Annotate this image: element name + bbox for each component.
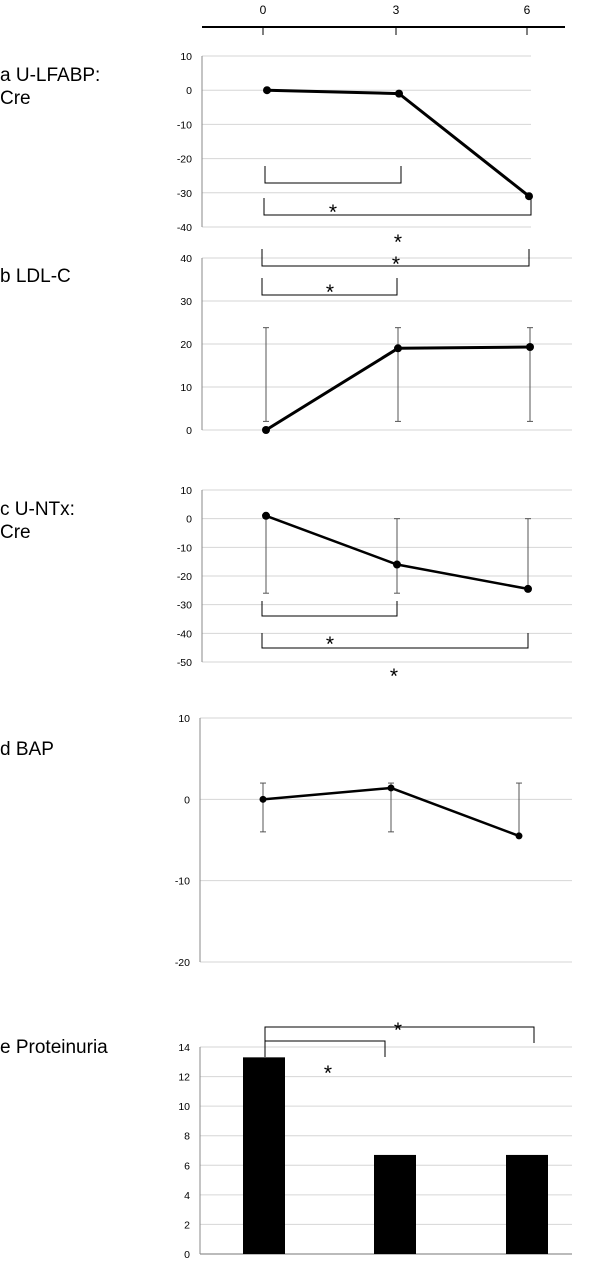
- panel-a-significance-bracket: [263, 198, 532, 216]
- panel-a-y-tick-label: -10: [177, 119, 192, 131]
- panel-b-data-point: [394, 344, 402, 353]
- panel-c-y-tick-label: -10: [177, 542, 192, 554]
- panel-b-significance-star: *: [326, 281, 334, 304]
- panel-b-y-tick-label: 40: [180, 253, 192, 265]
- panel-b-significance-bracket: [261, 278, 398, 296]
- panel-c-data-point: [524, 584, 532, 593]
- panel-b-label-line-1: b LDL-C: [0, 266, 71, 287]
- panel-e-y-tick-label: 8: [184, 1131, 190, 1143]
- panel-c-y-tick-label: -30: [177, 600, 192, 612]
- panel-a-data-point: [263, 86, 271, 95]
- panel-a-significance-star: *: [394, 231, 402, 254]
- panel-a-y-tick-label: 0: [186, 85, 192, 97]
- panel-c-label-line-1: c U-NTx:: [0, 499, 75, 520]
- panel-b-significance-star: *: [392, 253, 400, 276]
- panel-c-y-tick-label: -50: [177, 657, 192, 669]
- panel-e-label-line-1: e Proteinuria: [0, 1037, 108, 1058]
- panel-b-label: b LDL-C: [0, 265, 71, 288]
- panel-a-label: a U-LFABP: Cre: [0, 64, 100, 110]
- panel-d-label-line-1: d BAP: [0, 739, 54, 760]
- panel-a-significance-star: *: [329, 201, 337, 224]
- panel-e-y-tick-label: 0: [184, 1249, 190, 1261]
- panel-a-y-tick-label: -30: [177, 188, 192, 200]
- panel-c-significance-bracket: [261, 633, 529, 649]
- panel-d-y-tick-label: 0: [184, 794, 190, 806]
- panel-d-data-point: [387, 784, 395, 792]
- panel-e-y-tick-label: 14: [178, 1042, 190, 1054]
- panel-e-bar: [374, 1154, 416, 1254]
- panel-d-y-tick-label: -20: [175, 957, 190, 969]
- panel-e-significance-bracket: [264, 1040, 386, 1057]
- panel-a-y-tick-label: 10: [180, 51, 192, 63]
- panel-e-y-tick-label: 10: [178, 1101, 190, 1113]
- panel-d-label: d BAP: [0, 738, 54, 761]
- panel-b-significance-bracket: [261, 249, 530, 267]
- panel-e-y-tick-label: 2: [184, 1219, 190, 1231]
- panel-b-data-point: [526, 343, 534, 352]
- panel-c-y-tick-label: -20: [177, 571, 192, 583]
- panel-e-y-tick-label: 4: [184, 1190, 190, 1202]
- panel-a-label-line-2: Cre: [0, 88, 31, 109]
- panel-d-y-tick-label: -10: [175, 876, 190, 888]
- panel-e-significance-bracket: [264, 1026, 535, 1043]
- panel-a-data-point: [525, 192, 533, 201]
- panel-e-y-tick-label: 12: [178, 1072, 190, 1084]
- panel-c-data-point: [393, 560, 401, 569]
- panel-e-significance-star: *: [324, 1062, 332, 1085]
- panel-e-bar: [506, 1154, 548, 1254]
- panel-c-y-tick-label: 10: [180, 485, 192, 497]
- panel-c-y-tick-label: 0: [186, 514, 192, 526]
- panel-a-y-tick-label: -40: [177, 222, 192, 234]
- panel-e-bar: [243, 1057, 285, 1254]
- panel-c-significance-star: *: [326, 633, 334, 656]
- panel-a-series-line: [266, 88, 530, 198]
- top-axis-tick-label: 3: [393, 3, 400, 17]
- panel-e-significance-star: *: [394, 1019, 402, 1042]
- panel-b-y-tick-label: 30: [180, 296, 192, 308]
- panel-a-data-point: [395, 89, 403, 98]
- panel-c-significance-bracket: [261, 601, 398, 617]
- panel-e-y-tick-label: 6: [184, 1160, 190, 1172]
- panel-d-y-tick-label: 10: [178, 713, 190, 725]
- panel-d-data-point: [259, 795, 267, 803]
- top-axis-tick-label: 6: [524, 3, 531, 17]
- panel-c-y-tick-label: -40: [177, 628, 192, 640]
- panel-d-data-point: [515, 832, 523, 840]
- panel-c-label: c U-NTx: Cre: [0, 498, 75, 544]
- panel-e-label: e Proteinuria: [0, 1036, 108, 1059]
- panel-b-data-point: [262, 426, 270, 434]
- panel-b-y-tick-label: 0: [186, 425, 192, 437]
- top-axis-tick-label: 0: [260, 3, 267, 17]
- panel-a-y-tick-label: -20: [177, 154, 192, 166]
- panel-c-label-line-2: Cre: [0, 522, 31, 543]
- panel-c-data-point: [262, 511, 270, 520]
- panel-b-y-tick-label: 10: [180, 382, 192, 394]
- panel-c-significance-star: *: [390, 665, 398, 688]
- panel-b-y-tick-label: 20: [180, 339, 192, 351]
- panel-a-significance-bracket: [264, 166, 402, 184]
- panel-a-label-line-1: a U-LFABP:: [0, 65, 101, 86]
